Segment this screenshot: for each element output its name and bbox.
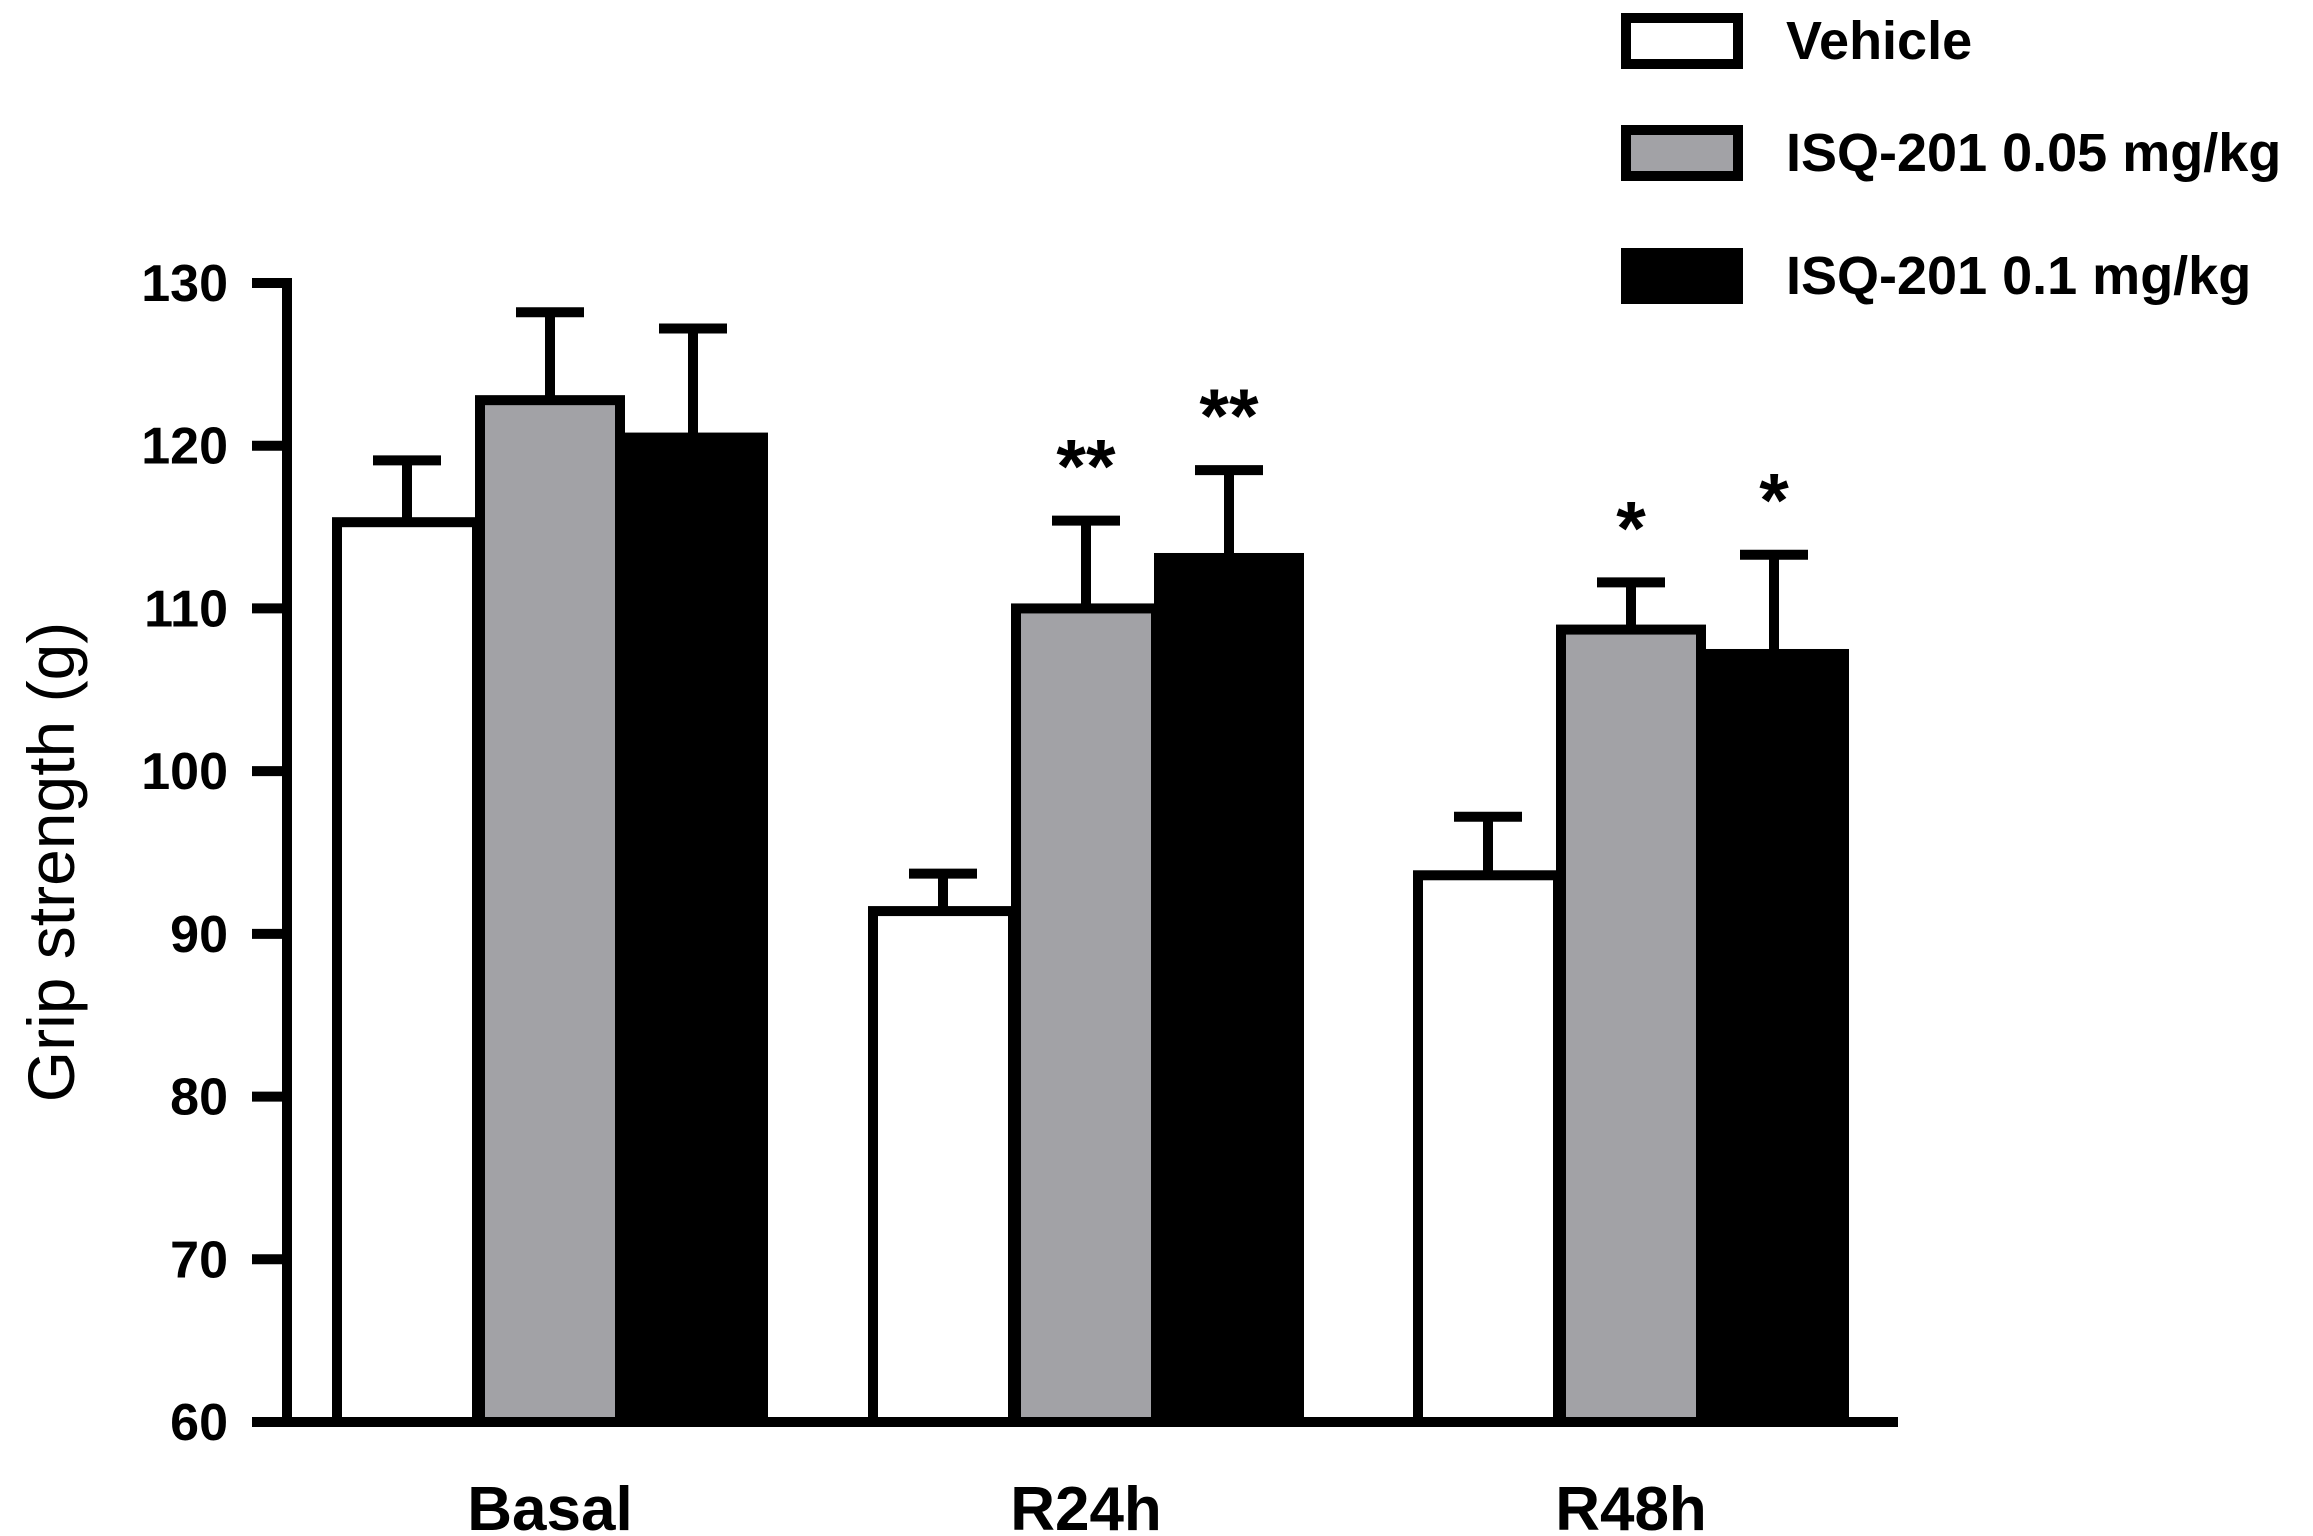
axes-layer: 60 70 80 90 100 110 120 130 Basal R24h R48h [141, 255, 1898, 1536]
y-tick-label-110: 110 [144, 580, 228, 638]
legend-swatch-3 [1621, 248, 1743, 304]
bars-layer: ****** [332, 307, 1849, 1428]
bar-r48h-series-1 [1413, 870, 1563, 1427]
legend-swatch-2 [1621, 125, 1743, 181]
bar-basal-series-3 [618, 432, 768, 1428]
y-tick-label-60: 60 [170, 1394, 228, 1452]
bar-basal-series-2 [475, 395, 625, 1427]
legend-label-1: Vehicle [1786, 11, 1972, 71]
legend-label-3: ISQ-201 0.1 mg/kg [1786, 246, 2251, 306]
legend: Vehicle ISQ-201 0.05 mg/kg ISQ-201 0.1 mg/… [1621, 11, 2281, 306]
bar-basal-series-1 [332, 517, 482, 1427]
x-category-label-basal: Basal [467, 1475, 632, 1536]
legend-swatch-1 [1621, 13, 1743, 69]
bar-r24h-series-3 [1154, 552, 1304, 1427]
y-tick-label-100: 100 [141, 743, 228, 801]
significance-r48h-series-3: * [1759, 459, 1789, 544]
bar-r24h-series-2 [1011, 603, 1161, 1427]
x-category-label-r48h: R48h [1555, 1475, 1707, 1536]
y-tick-label-70: 70 [170, 1231, 228, 1289]
x-category-label-r24h: R24h [1010, 1475, 1162, 1536]
significance-r24h-series-2: ** [1056, 425, 1116, 510]
y-tick-label-130: 130 [141, 255, 228, 313]
y-tick-label-80: 80 [170, 1069, 228, 1127]
significance-r24h-series-3: ** [1199, 374, 1259, 459]
bar-r48h-series-3 [1699, 648, 1849, 1427]
y-axis-label: Grip strength (g) [14, 622, 88, 1103]
y-tick-label-120: 120 [141, 418, 228, 476]
bar-r24h-series-1 [868, 906, 1018, 1427]
significance-r48h-series-2: * [1616, 486, 1646, 571]
bar-r48h-series-2 [1556, 624, 1706, 1427]
legend-label-2: ISQ-201 0.05 mg/kg [1786, 123, 2281, 183]
y-tick-label-90: 90 [170, 906, 228, 964]
